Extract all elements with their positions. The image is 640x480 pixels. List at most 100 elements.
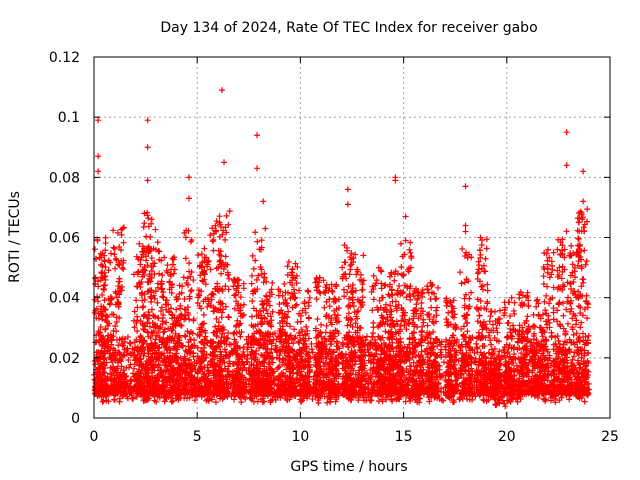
- data-point: [297, 396, 304, 403]
- data-point: [186, 394, 193, 401]
- data-point: [148, 255, 155, 262]
- data-point: [574, 357, 581, 364]
- data-point: [108, 250, 115, 257]
- data-point: [226, 208, 233, 215]
- data-point: [326, 303, 333, 310]
- data-point: [222, 253, 229, 260]
- data-point: [121, 346, 128, 353]
- data-point: [154, 239, 161, 246]
- data-point: [347, 266, 354, 273]
- data-point: [198, 251, 205, 258]
- data-point: [313, 296, 320, 303]
- data-point: [212, 399, 219, 406]
- data-point: [182, 333, 189, 340]
- data-point: [157, 281, 164, 288]
- data-point: [218, 314, 225, 321]
- data-point: [531, 330, 538, 337]
- data-point: [140, 397, 147, 404]
- data-point: [137, 284, 144, 291]
- data-point: [110, 244, 117, 251]
- data-point: [269, 279, 276, 286]
- data-point: [305, 299, 312, 306]
- data-point: [112, 265, 119, 272]
- data-point: [412, 396, 419, 403]
- data-point: [334, 339, 341, 346]
- data-point: [124, 334, 131, 341]
- data-point: [100, 282, 107, 289]
- data-point: [250, 265, 257, 272]
- data-point: [195, 252, 202, 259]
- data-point: [552, 399, 559, 406]
- data-point: [156, 270, 163, 277]
- data-point: [293, 301, 300, 308]
- data-point: [134, 304, 141, 311]
- data-point: [182, 234, 189, 241]
- data-point: [225, 313, 232, 320]
- data-point: [222, 236, 229, 243]
- data-point: [277, 394, 284, 401]
- data-point: [291, 326, 298, 333]
- data-point: [124, 345, 131, 352]
- data-point: [186, 260, 193, 267]
- data-point: [126, 340, 133, 347]
- data-point: [450, 399, 457, 406]
- data-point: [200, 311, 207, 318]
- data-point: [308, 340, 315, 347]
- data-point: [266, 349, 273, 356]
- data-point: [91, 246, 98, 253]
- data-point: [306, 294, 313, 301]
- data-point: [222, 283, 229, 290]
- data-point: [542, 396, 549, 403]
- data-point: [166, 350, 173, 357]
- data-point: [252, 229, 259, 236]
- data-point: [248, 313, 255, 320]
- data-point: [120, 266, 127, 273]
- data-point: [204, 303, 211, 310]
- data-point: [145, 215, 152, 222]
- data-point: [321, 304, 328, 311]
- data-point: [159, 285, 166, 292]
- data-point: [422, 347, 429, 354]
- data-point: [231, 292, 238, 299]
- data-point: [385, 334, 392, 341]
- data-point: [258, 237, 265, 244]
- data-point: [271, 330, 278, 337]
- data-point: [115, 342, 122, 349]
- data-point: [169, 397, 176, 404]
- data-point: [131, 308, 138, 315]
- data-point: [471, 349, 478, 356]
- data-point: [472, 393, 479, 400]
- data-point: [180, 274, 187, 281]
- data-point: [507, 398, 514, 405]
- data-point: [308, 346, 315, 353]
- data-point: [127, 340, 134, 347]
- data-point: [358, 271, 365, 278]
- chart-title: Day 134 of 2024, Rate Of TEC Index for r…: [160, 20, 537, 36]
- data-point: [438, 351, 445, 358]
- data-point: [210, 247, 217, 254]
- data-point: [101, 297, 108, 304]
- data-point: [585, 332, 592, 339]
- data-point: [389, 397, 396, 404]
- data-point: [440, 397, 447, 404]
- data-point: [480, 396, 487, 403]
- data-point: [152, 226, 159, 233]
- data-point: [581, 398, 588, 405]
- data-point: [182, 255, 189, 262]
- data-point: [216, 213, 223, 220]
- data-point: [244, 352, 251, 359]
- data-point: [499, 397, 506, 404]
- data-point: [259, 320, 266, 327]
- data-point: [297, 318, 304, 325]
- data-point: [309, 396, 316, 403]
- data-point: [257, 396, 264, 403]
- data-point: [344, 289, 351, 296]
- data-point: [285, 258, 292, 265]
- data-point: [392, 395, 399, 402]
- data-point: [276, 301, 283, 308]
- data-point: [248, 272, 255, 279]
- data-point: [159, 272, 166, 279]
- data-point: [202, 281, 209, 288]
- data-point: [223, 212, 230, 219]
